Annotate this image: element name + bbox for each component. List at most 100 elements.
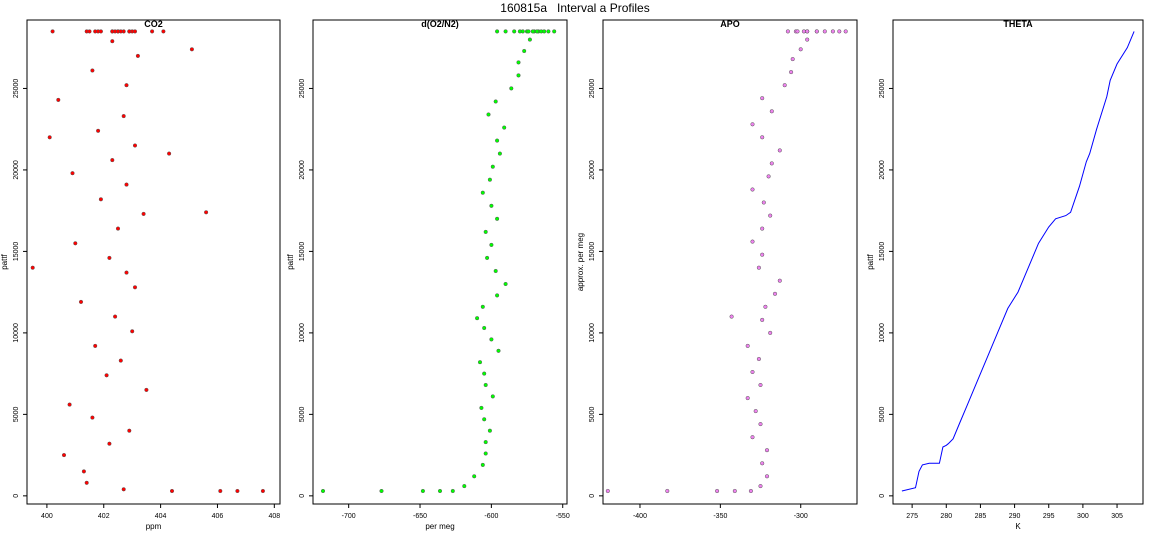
data-point: [769, 109, 774, 114]
data-point: [483, 382, 488, 388]
data-point: [235, 488, 240, 494]
data-point: [479, 405, 484, 410]
data-point: [96, 128, 101, 133]
data-point: [124, 83, 129, 88]
x-axis-label: per meg: [425, 522, 454, 531]
panel-1: CO2 400 402 404 406 408 0 5000 10000 15000 20000 25…: [0, 19, 281, 531]
data-point: [758, 422, 763, 427]
data-point: [665, 488, 670, 494]
y-tick-label: 15000: [13, 242, 20, 262]
data-point: [795, 29, 800, 34]
data-point: [761, 200, 766, 205]
data-point: [534, 29, 540, 34]
x-tick-label: -400: [633, 513, 647, 520]
data-point: [605, 488, 610, 494]
data-point: [502, 125, 507, 130]
data-point: [503, 281, 508, 287]
data-point: [764, 448, 770, 453]
panel-4: THETA 275 280 285 290 295 300 305 0 5000 10000 1500…: [866, 19, 1144, 531]
data-point: [135, 53, 140, 58]
data-point: [93, 343, 98, 348]
panel-3: APO -400 -350 -300 0 5000 10000 15000 20000 25000…: [576, 19, 858, 520]
data-point: [760, 226, 765, 231]
data-point: [769, 161, 774, 166]
data-point: [81, 469, 86, 474]
data-point: [750, 239, 755, 244]
data-point: [218, 488, 223, 494]
y-tick-label: 15000: [299, 242, 306, 262]
data-point: [493, 268, 498, 274]
data-point: [493, 99, 498, 104]
y-tick-label: 25000: [879, 79, 886, 99]
data-point: [487, 428, 492, 433]
data-point: [745, 343, 750, 348]
data-point: [96, 29, 101, 34]
data-point: [758, 382, 763, 388]
data-point: [503, 29, 508, 34]
data-point: [475, 316, 480, 321]
data-point: [830, 29, 835, 34]
data-point: [482, 417, 487, 422]
data-point: [490, 164, 495, 169]
data-point: [50, 29, 55, 34]
y-tick-label: 10000: [589, 323, 596, 343]
data-point: [552, 29, 557, 34]
data-point: [130, 329, 135, 334]
data-point: [110, 39, 115, 44]
y-tick-label: 25000: [589, 79, 596, 99]
data-point: [84, 480, 89, 485]
data-point: [150, 29, 155, 34]
data-point: [520, 29, 525, 34]
plot-frame: [892, 19, 1144, 505]
data-point: [47, 135, 52, 140]
data-point: [67, 402, 72, 407]
data-point: [750, 435, 755, 440]
x-tick-label: -650: [413, 513, 427, 520]
data-point: [790, 57, 795, 62]
data-point: [450, 488, 455, 494]
data-point: [750, 187, 755, 192]
data-point: [756, 265, 761, 270]
y-axis-label: pattf: [0, 253, 9, 269]
data-point: [777, 148, 782, 153]
data-point: [489, 203, 494, 208]
y-tick-label: 20000: [589, 160, 596, 180]
y-axis-label: pattf: [866, 253, 875, 269]
data-point: [495, 216, 500, 221]
data-point: [73, 241, 78, 246]
data-point: [483, 440, 488, 445]
data-point: [90, 415, 95, 420]
panel-title: d(O2/N2): [421, 19, 459, 29]
data-point: [814, 29, 819, 34]
y-tick-label: 0: [299, 494, 306, 498]
x-tick-label: 290: [1009, 513, 1021, 520]
data-point: [789, 70, 794, 75]
data-point: [379, 488, 384, 494]
x-tick-label: 406: [212, 513, 224, 520]
data-point: [756, 356, 761, 362]
x-axis-label: ppm: [146, 522, 162, 531]
data-point: [189, 47, 194, 52]
data-point: [141, 211, 146, 216]
y-tick-label: 5000: [13, 406, 20, 422]
panel-title: CO2: [144, 19, 163, 29]
data-point: [782, 83, 787, 88]
data-point: [118, 358, 123, 363]
plot-frame: [312, 19, 568, 505]
data-point: [526, 29, 531, 34]
y-tick-label: 0: [589, 494, 596, 498]
data-point: [729, 314, 734, 319]
data-point: [542, 29, 547, 34]
data-point: [785, 29, 790, 34]
data-point: [482, 325, 487, 331]
data-point: [121, 114, 126, 119]
data-point: [768, 213, 773, 218]
y-tick-label: 5000: [299, 406, 306, 422]
x-tick-label: 280: [940, 513, 952, 520]
y-tick-label: 15000: [879, 242, 886, 262]
y-tick-label: 0: [879, 494, 886, 498]
data-point: [768, 330, 773, 335]
data-point: [487, 177, 492, 182]
data-point: [753, 409, 758, 414]
data-point: [98, 197, 103, 202]
